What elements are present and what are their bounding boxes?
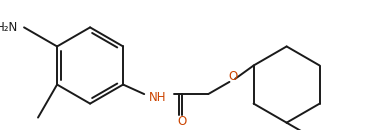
Text: NH: NH (149, 91, 167, 104)
Text: O: O (229, 70, 238, 83)
Text: O: O (177, 115, 186, 128)
Text: H₂N: H₂N (0, 21, 18, 34)
